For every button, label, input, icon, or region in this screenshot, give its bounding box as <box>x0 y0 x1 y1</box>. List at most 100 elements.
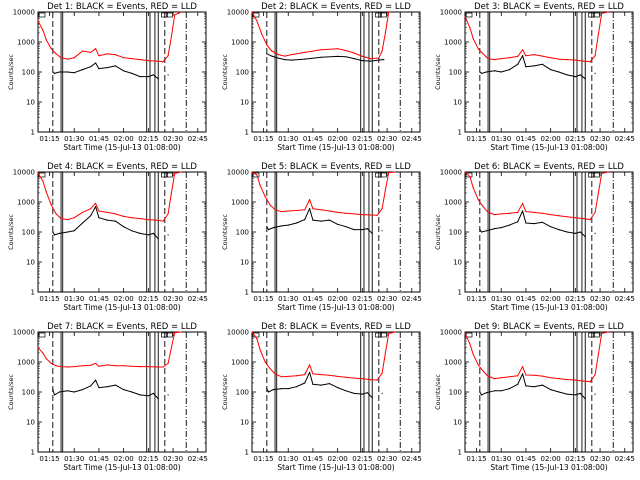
events-data-point <box>525 222 527 224</box>
lld-data-point <box>597 33 600 35</box>
lld-data-point <box>337 375 339 377</box>
lld-series-line <box>251 331 396 381</box>
y-tick-label: 1 <box>31 129 35 137</box>
lld-data-point <box>589 219 591 221</box>
events-data-point <box>304 382 306 384</box>
panel-title: Det 9: BLACK = Events, RED = LLD <box>474 322 624 332</box>
lld-data-point <box>180 171 182 173</box>
lld-data-point <box>90 208 92 210</box>
lld-data-point <box>55 213 57 215</box>
events-data-point <box>383 59 385 61</box>
x-tick-label: 02:00 <box>114 455 134 463</box>
events-data-point <box>533 386 535 388</box>
lld-data-point <box>381 50 383 52</box>
panel-det-6: Det 6: BLACK = Events, RED = LLD 1 10 100 10… <box>434 162 635 312</box>
events-data-point <box>345 226 347 228</box>
lld-data-point <box>67 219 69 221</box>
lld-data-point <box>381 372 383 374</box>
lld-data-point <box>50 48 52 50</box>
events-data-point <box>566 393 568 395</box>
plot-frame <box>37 171 207 293</box>
events-data-point <box>366 228 368 230</box>
events-data-point <box>361 393 363 395</box>
lld-data-point <box>123 215 125 217</box>
events-data-point <box>90 66 92 68</box>
lld-data-point <box>139 366 141 368</box>
lld-data-point <box>114 54 116 56</box>
events-data-point <box>147 395 149 397</box>
lld-data-point <box>477 364 479 366</box>
lld-data-point <box>73 217 75 219</box>
lld-data-point <box>42 352 44 354</box>
events-data-point <box>67 390 69 392</box>
lld-data-point <box>174 332 176 334</box>
events-data-point <box>67 231 69 233</box>
events-series-line <box>480 374 595 399</box>
events-data-point <box>558 71 560 73</box>
lld-data-point <box>384 32 386 34</box>
events-data-point <box>73 230 75 232</box>
lld-data-point <box>251 171 253 173</box>
panel-det-9: Det 9: BLACK = Events, RED = LLD 1 10 100 10… <box>434 322 635 472</box>
lld-data-point <box>607 331 609 333</box>
events-data-point <box>381 230 383 232</box>
lld-data-point <box>37 347 39 349</box>
x-tick-label: 02:45 <box>188 135 208 143</box>
events-data-point <box>139 232 141 234</box>
events-data-point <box>52 71 54 73</box>
panel-det-5: Det 5: BLACK = Events, RED = LLD 1 10 100 10… <box>221 162 422 312</box>
lld-data-point <box>95 48 97 50</box>
lld-data-point <box>50 204 52 206</box>
x-tick-label: 02:15 <box>565 295 585 303</box>
y-axis-label: Counts/sec <box>221 374 229 410</box>
y-tick-label: 1000 <box>17 199 35 207</box>
lld-data-point <box>594 55 596 57</box>
events-data-point <box>131 230 133 232</box>
events-data-point <box>574 394 577 396</box>
events-data-point <box>272 389 274 391</box>
y-tick-label: 100 <box>236 69 249 77</box>
lld-data-point <box>566 216 568 218</box>
lld-data-point <box>281 211 283 213</box>
events-data-point <box>131 391 133 393</box>
x-tick-label: 02:00 <box>114 295 134 303</box>
y-tick-label: 1000 <box>444 359 462 367</box>
lld-data-point <box>274 209 276 211</box>
lld-data-point <box>320 374 322 376</box>
events-data-point <box>337 387 339 389</box>
lld-data-point <box>508 57 511 59</box>
lld-data-point <box>131 217 133 219</box>
lld-data-point <box>558 58 560 60</box>
lld-data-point <box>469 343 471 345</box>
lld-data-point <box>464 16 466 18</box>
events-data-point <box>566 231 568 233</box>
events-data-point <box>147 76 149 78</box>
lld-data-point <box>114 365 116 367</box>
x-tick-label: 02:15 <box>565 455 585 463</box>
lld-data-point <box>601 332 603 334</box>
lld-data-point <box>98 210 100 212</box>
y-tick-label: 10000 <box>227 9 249 17</box>
events-data-point <box>167 74 169 76</box>
lld-data-point <box>90 51 92 54</box>
x-tick-label: 01:30 <box>278 135 298 143</box>
events-data-point <box>52 231 54 233</box>
events-series-line <box>53 380 168 399</box>
events-data-point <box>594 393 596 395</box>
events-data-point <box>579 74 581 76</box>
events-data-point <box>479 229 481 231</box>
x-tick-label: 02:00 <box>541 295 561 303</box>
lld-data-point <box>337 211 339 213</box>
events-data-point <box>485 230 487 232</box>
events-data-point <box>58 391 61 393</box>
events-data-point <box>106 219 108 221</box>
events-data-point <box>525 385 527 387</box>
events-data-point <box>361 229 363 231</box>
lld-data-point <box>266 44 268 46</box>
lld-data-point <box>469 176 471 178</box>
mode-box <box>38 332 46 338</box>
lld-data-point <box>394 331 396 333</box>
lld-data-point <box>60 366 62 368</box>
events-data-point <box>157 238 159 240</box>
lld-data-point <box>337 48 339 50</box>
